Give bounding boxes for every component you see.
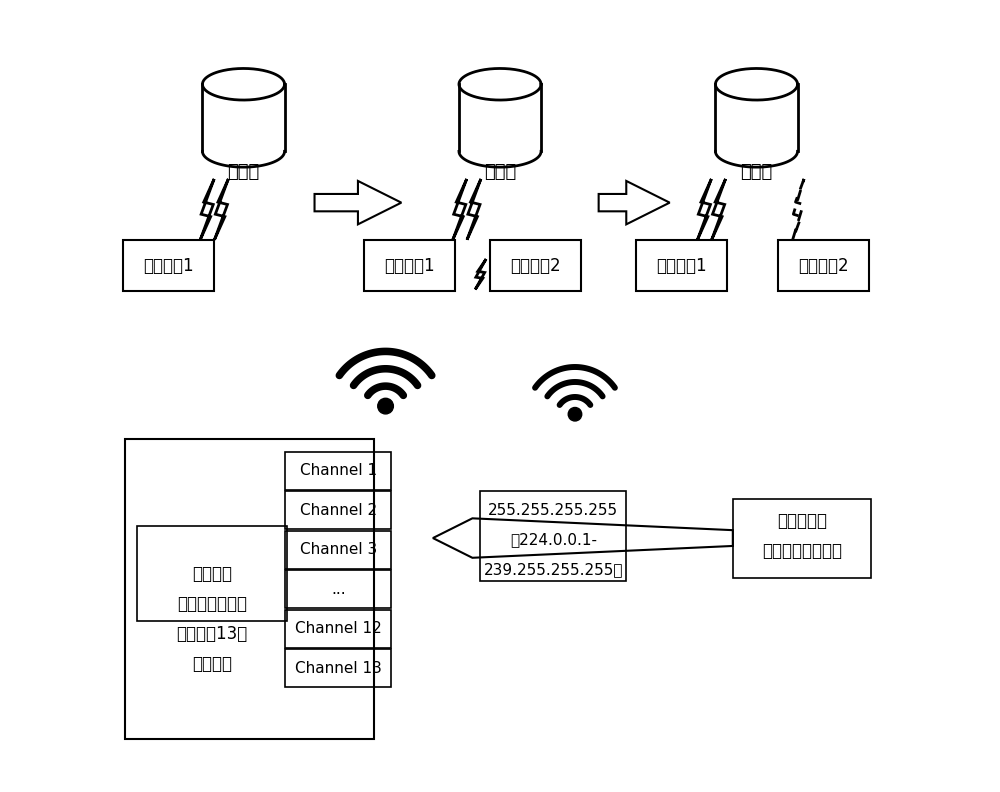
Text: 自动切换13个: 自动切换13个 <box>176 625 248 642</box>
Text: 255.255.255.255: 255.255.255.255 <box>488 504 618 518</box>
Text: 智能家电1: 智能家电1 <box>656 257 707 275</box>
Text: 路由器: 路由器 <box>227 163 260 181</box>
Text: 已联网设备: 已联网设备 <box>777 512 827 530</box>
Text: 智能家电2: 智能家电2 <box>510 257 561 275</box>
Bar <box>125 440 374 739</box>
Bar <box>490 240 581 291</box>
Text: 处于待配网状态: 处于待配网状态 <box>177 595 247 612</box>
Text: Channel 3: Channel 3 <box>300 543 377 558</box>
Text: 监听信道: 监听信道 <box>192 654 232 672</box>
Text: 智能家电1: 智能家电1 <box>143 257 194 275</box>
Bar <box>480 491 626 581</box>
Bar <box>364 240 455 291</box>
Bar <box>285 492 391 529</box>
Text: 发送广播（组播）: 发送广播（组播） <box>762 542 842 560</box>
Bar <box>285 610 391 648</box>
Text: 智能家电2: 智能家电2 <box>798 257 849 275</box>
Bar <box>285 452 391 490</box>
Bar <box>285 570 391 608</box>
Bar <box>778 240 869 291</box>
Bar <box>137 526 287 621</box>
Text: ...: ... <box>331 582 346 597</box>
Text: Channel 2: Channel 2 <box>300 503 377 518</box>
Text: Channel 12: Channel 12 <box>295 621 382 636</box>
Bar <box>285 649 391 687</box>
Text: 智能家电: 智能家电 <box>192 565 232 583</box>
Bar <box>285 531 391 569</box>
Circle shape <box>378 398 393 414</box>
Circle shape <box>568 407 582 421</box>
Bar <box>733 499 871 577</box>
Text: Channel 13: Channel 13 <box>295 661 382 676</box>
Text: 路由器: 路由器 <box>484 163 516 181</box>
Text: 智能家电1: 智能家电1 <box>384 257 435 275</box>
Bar <box>636 240 727 291</box>
Text: 路由器: 路由器 <box>740 163 773 181</box>
Text: Channel 1: Channel 1 <box>300 463 377 478</box>
Bar <box>123 240 214 291</box>
Text: 239.255.255.255）: 239.255.255.255） <box>484 562 623 577</box>
Text: （224.0.0.1-: （224.0.0.1- <box>510 532 597 547</box>
